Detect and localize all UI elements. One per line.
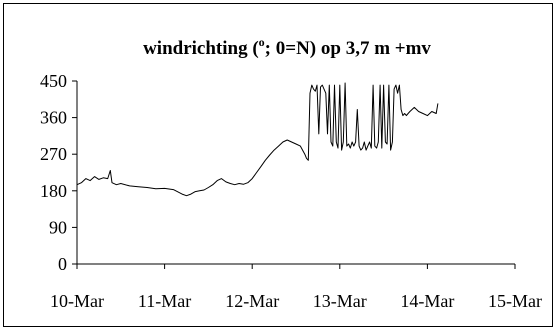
chart-plot-area (76, 82, 439, 197)
chart-title: windrichting (o; 0=N) op 3,7 m +mv (143, 35, 431, 59)
chart-title-main: windrichting ( (143, 38, 259, 59)
chart-frame (3, 3, 553, 327)
x-tick-label: 14-Mar (400, 291, 454, 311)
x-tick-label: 12-Mar (225, 291, 279, 311)
chart-axes: 0 90 180 270 360 450 10-Mar 11-Mar 12-Mar 13-Mar 1… (40, 71, 542, 311)
y-tick-label: 270 (40, 144, 67, 164)
y-tick-label: 360 (40, 108, 67, 128)
y-tick-label: 0 (58, 254, 67, 274)
x-tick-label: 15-Mar (488, 291, 542, 311)
x-tick-label: 10-Mar (50, 291, 104, 311)
x-tick-label: 11-Mar (138, 291, 191, 311)
chart-title-rest: ; 0=N) op 3,7 m +mv (265, 38, 432, 59)
x-tick-label: 13-Mar (313, 291, 367, 311)
y-tick-label: 90 (49, 217, 67, 237)
y-tick-label: 450 (40, 71, 67, 91)
y-tick-label: 180 (40, 181, 67, 201)
series-line-0 (76, 82, 439, 197)
chart-title-degree: o (259, 35, 265, 49)
